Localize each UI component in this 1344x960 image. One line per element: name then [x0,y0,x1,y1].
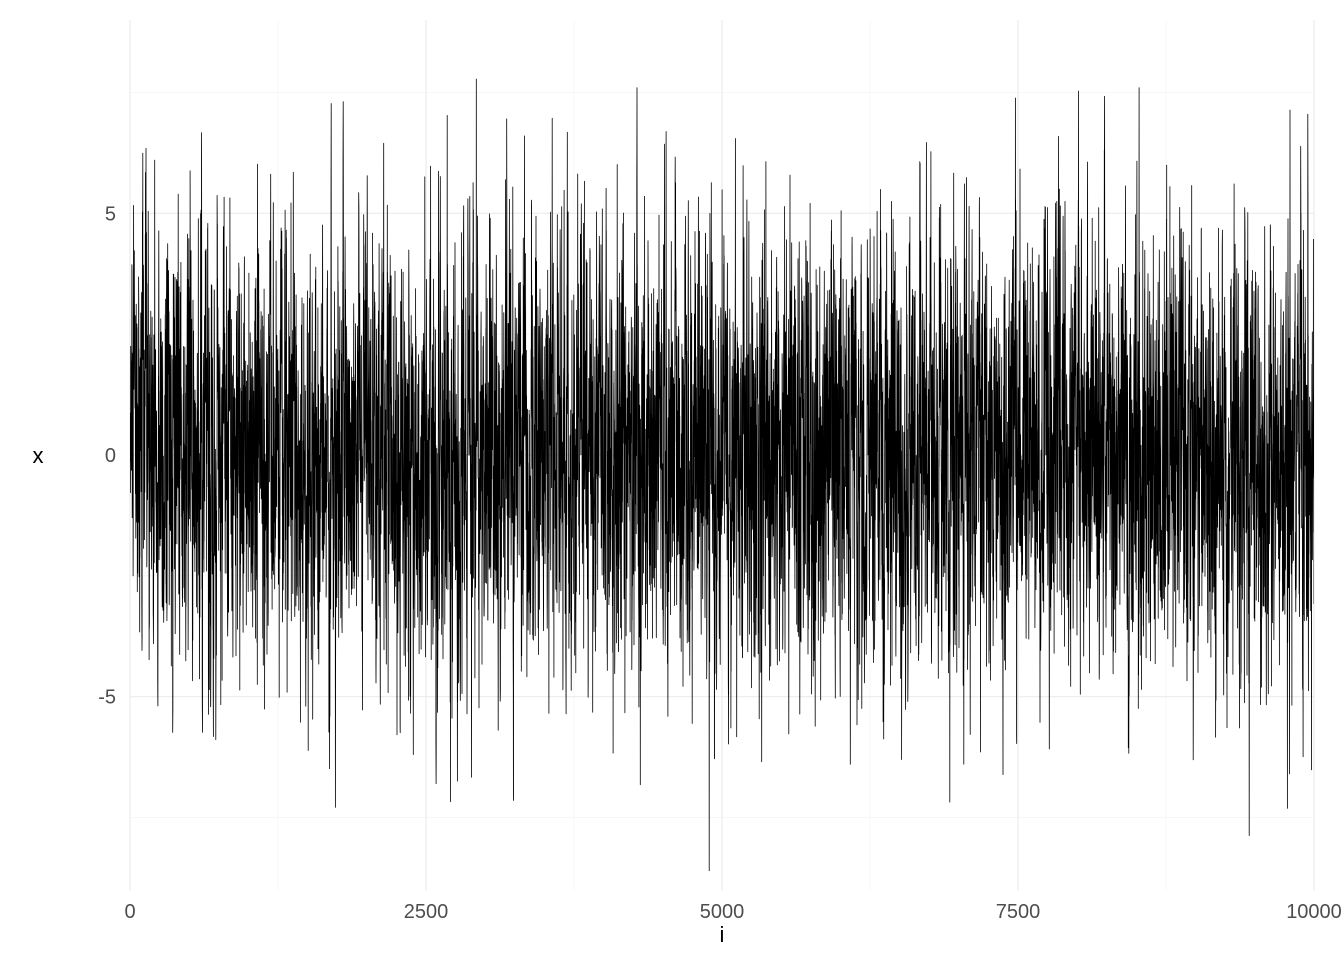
x-tick-label: 0 [124,901,135,923]
y-axis-title: x [33,443,44,468]
x-tick-labels: 0 2500 5000 7500 10000 [124,901,1341,923]
x-tick-label: 5000 [700,901,745,923]
chart-svg: 0 2500 5000 7500 10000 -5 0 5 i x [0,0,1344,960]
y-tick-label: -5 [98,687,116,709]
x-tick-label: 2500 [404,901,449,923]
y-tick-label: 5 [105,203,116,225]
x-tick-label: 7500 [996,901,1041,923]
x-tick-label: 10000 [1286,901,1342,923]
x-axis-title: i [720,922,725,947]
y-tick-labels: -5 0 5 [98,203,116,708]
y-tick-label: 0 [105,445,116,467]
timeseries-chart: 0 2500 5000 7500 10000 -5 0 5 i x [0,0,1344,960]
